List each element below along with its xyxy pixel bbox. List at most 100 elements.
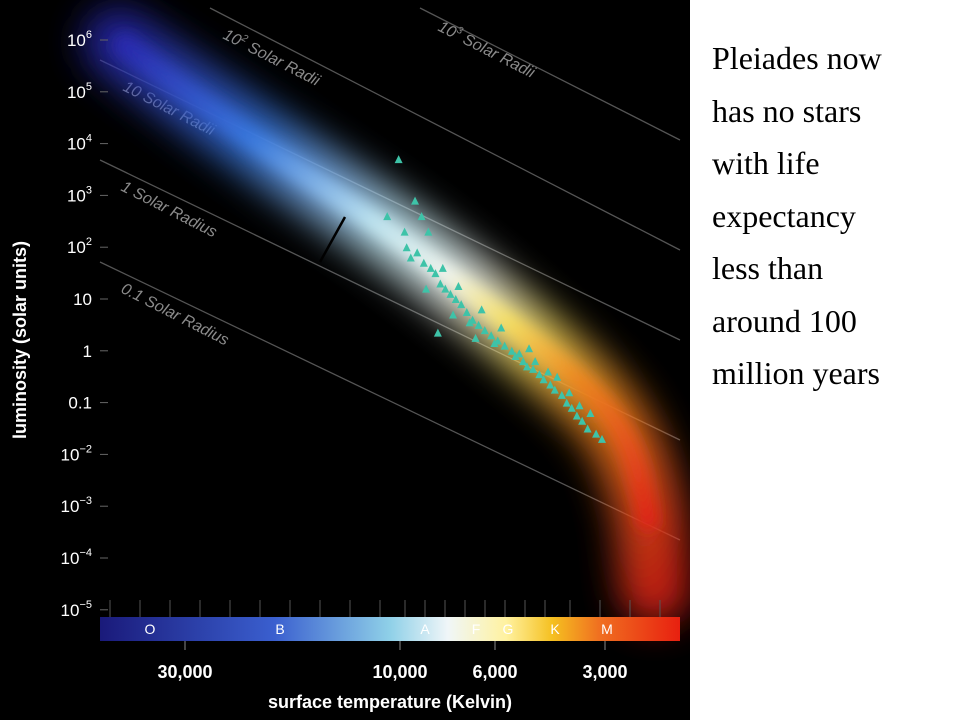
x-tick-label: 6,000 <box>472 662 517 682</box>
star-point <box>426 263 435 272</box>
star-point <box>553 372 562 381</box>
star-point <box>417 212 426 221</box>
star-point <box>572 411 581 420</box>
star-point <box>400 227 409 236</box>
caption-line: with life <box>712 145 820 181</box>
caption-line: expectancy <box>712 197 856 234</box>
star-point <box>438 263 447 272</box>
star-point <box>457 300 466 309</box>
star-point <box>419 258 428 267</box>
star-point <box>515 349 524 358</box>
y-tick-label: 103 <box>67 184 92 205</box>
spectral-class-label: K <box>550 621 560 637</box>
caption-line: has no stars <box>712 92 862 129</box>
radius-line <box>419 7 681 141</box>
caption-text: Pleiades now has no stars with life expecta… <box>712 32 952 400</box>
x-axis-title: surface temperature (Kelvin) <box>268 692 512 712</box>
star-point <box>433 328 442 337</box>
star-point <box>519 357 528 366</box>
star-point <box>562 398 571 407</box>
star-point <box>500 341 509 350</box>
pleiades-star-points <box>383 155 606 443</box>
y-tick-label: 10−4 <box>61 547 92 568</box>
star-point <box>583 424 592 433</box>
star-point <box>490 339 499 348</box>
turnoff-marker-line <box>318 216 347 263</box>
spectral-class-label: A <box>420 621 430 637</box>
star-point <box>462 307 471 316</box>
spectral-class-label: B <box>275 621 284 637</box>
star-point <box>402 243 411 252</box>
star-point <box>436 279 445 288</box>
star-point <box>471 333 480 342</box>
star-point <box>449 310 458 319</box>
x-tick-label: 3,000 <box>582 662 627 682</box>
spectral-class-label: G <box>503 621 514 637</box>
hr-diagram-panel: 103 Solar Radii 102 Solar Radii 10 Solar R… <box>0 0 690 720</box>
y-tick-label: 105 <box>67 81 92 102</box>
star-point <box>565 388 574 397</box>
star-point <box>424 227 433 236</box>
star-point <box>465 318 474 327</box>
star-point <box>451 295 460 303</box>
star-point <box>497 323 506 332</box>
star-point <box>431 269 440 278</box>
star-point <box>446 289 455 298</box>
star-point <box>592 429 601 438</box>
caption-line: Pleiades now <box>712 40 882 76</box>
spectral-class-label: O <box>145 621 156 637</box>
star-point <box>531 357 540 366</box>
star-point <box>477 305 486 314</box>
star-point <box>474 320 483 329</box>
y-tick-label: 10−5 <box>61 599 92 620</box>
y-tick-label: 104 <box>67 133 92 154</box>
spectral-class-label: F <box>472 621 481 637</box>
y-tick-label: 1 <box>83 342 92 361</box>
star-point <box>511 351 520 360</box>
star-point <box>394 155 403 164</box>
star-point <box>413 248 422 257</box>
star-point <box>529 364 538 373</box>
y-tick-label: 10−3 <box>61 495 92 516</box>
x-tick-label: 30,000 <box>157 662 212 682</box>
star-point <box>586 408 595 417</box>
caption-line: less than <box>712 250 824 286</box>
star-point <box>525 344 534 353</box>
star-point <box>578 416 587 425</box>
star-point <box>550 385 559 394</box>
radius-line <box>209 7 681 251</box>
star-point <box>454 282 463 291</box>
radius-line <box>99 261 681 541</box>
star-point <box>546 380 555 389</box>
star-point <box>567 403 576 412</box>
star-point <box>487 331 496 340</box>
star-point <box>539 375 548 384</box>
y-tick-label: 106 <box>67 29 92 50</box>
caption-line: million years <box>712 355 880 391</box>
x-tick-label: 10,000 <box>372 662 427 682</box>
main-sequence-band <box>83 7 690 625</box>
x-axis: 30,000 10,000 6,000 3,000 <box>157 641 628 682</box>
y-tick-label: 0.1 <box>68 394 92 413</box>
star-point <box>383 212 392 221</box>
star-point <box>507 346 516 355</box>
spectral-class-label: M <box>601 621 613 637</box>
star-point <box>411 196 420 205</box>
y-tick-label: 102 <box>67 236 92 257</box>
y-tick-label: 10 <box>73 290 92 309</box>
star-point <box>480 326 489 335</box>
star-point <box>422 284 431 293</box>
star-point <box>523 362 532 371</box>
star-point <box>597 434 606 443</box>
y-axis-title: luminosity (solar units) <box>10 241 30 439</box>
star-point <box>544 367 553 376</box>
star-point <box>535 370 544 379</box>
caption-line: around 100 <box>712 302 857 339</box>
spectral-gradient <box>100 617 680 641</box>
star-point <box>575 401 584 410</box>
y-tick-label: 10−2 <box>61 443 92 464</box>
star-point <box>557 390 566 399</box>
